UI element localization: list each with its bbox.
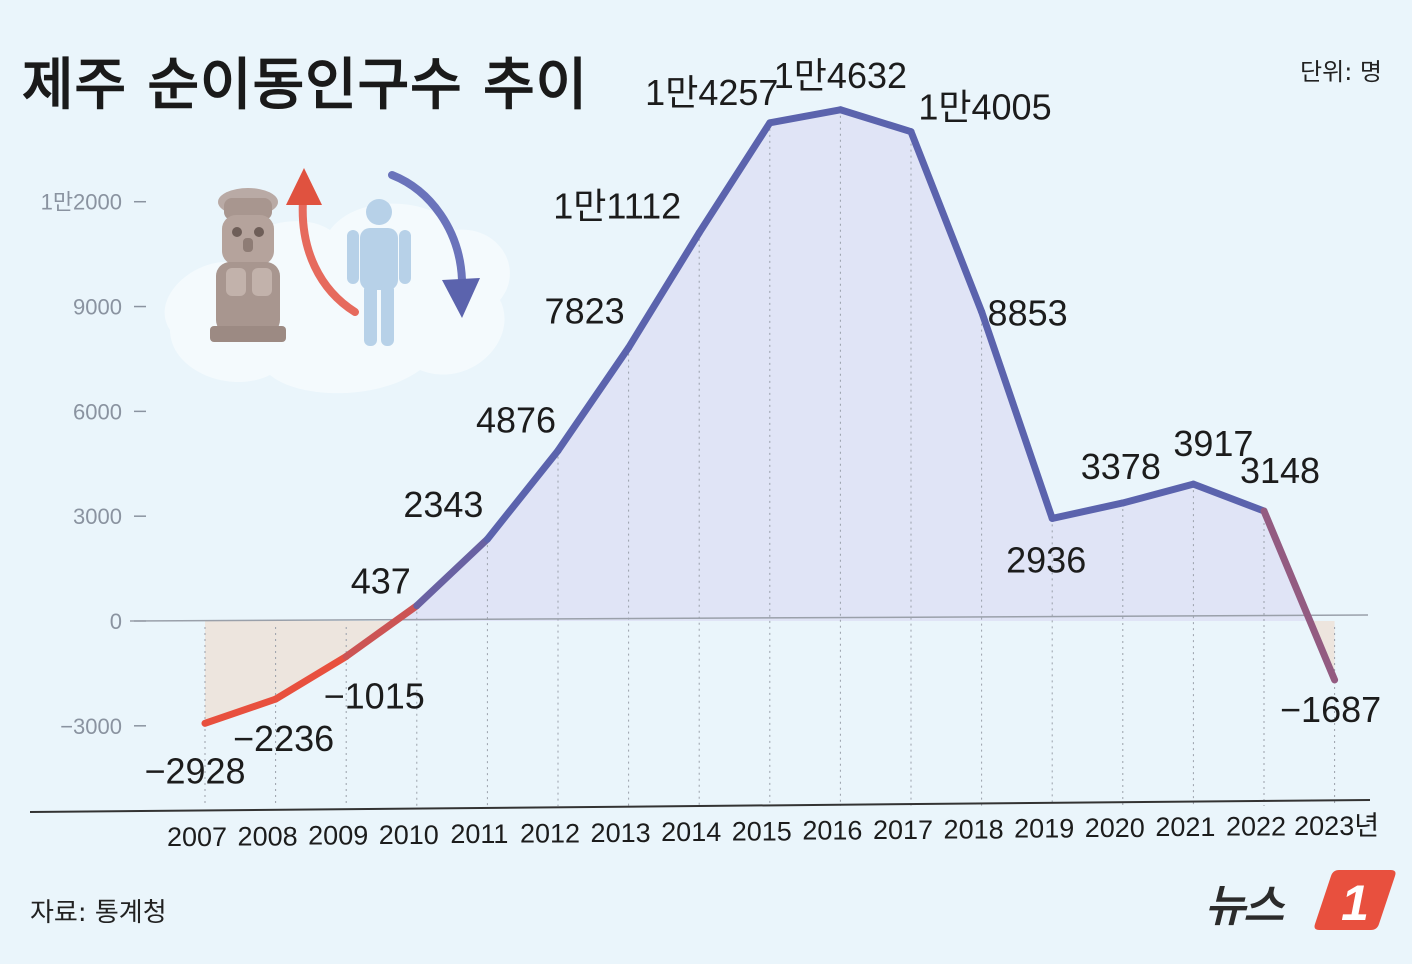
logo-mark-text: 1: [1341, 875, 1369, 931]
x-tick-label: 2015: [732, 816, 792, 846]
zero-line: [29, 614, 1371, 813]
series-segment: [1048, 499, 1127, 522]
series-segment: [1260, 507, 1339, 684]
y-tick-label: −3000: [60, 714, 122, 739]
source-label: 자료: 통계청: [30, 898, 167, 928]
x-tick-label: 2014: [661, 817, 721, 847]
illustration: [164, 168, 510, 394]
data-label: 1만4632: [774, 55, 907, 96]
x-tick-label: 2022: [1226, 812, 1286, 842]
x-tick-label: 2007: [167, 822, 227, 852]
x-tick-label: 2008: [238, 821, 298, 851]
data-label: 3917: [1173, 423, 1253, 464]
x-axis-labels: 2007 2008 2009 2010 2011 2012 2013 2014 2015 2016…: [167, 811, 1379, 852]
data-label: 7823: [545, 291, 625, 332]
series-segment: [201, 695, 280, 727]
dol-hareubang-icon: [210, 188, 286, 342]
series-segment: [342, 602, 421, 660]
y-tick-label: 6000: [73, 399, 122, 424]
data-label: 2936: [1006, 539, 1086, 580]
series-segment: [695, 119, 774, 237]
chart-title: 제주 순이동인구수 추이: [22, 53, 589, 118]
x-tick-label: 2017: [873, 815, 933, 845]
x-axis-line: [29, 799, 1371, 813]
x-tick-label: 2011: [450, 819, 508, 849]
data-label: 1만4005: [918, 87, 1051, 128]
series-segment: [413, 535, 491, 610]
data-label: 3378: [1081, 446, 1161, 487]
up-arrow-icon: [286, 168, 359, 316]
series-segment: [978, 308, 1056, 522]
logo-text: 뉴스: [1205, 881, 1284, 932]
series-segment: [907, 128, 986, 316]
data-label: 437: [351, 561, 411, 602]
x-tick-label: 2009: [308, 821, 368, 851]
data-label: 3148: [1240, 450, 1320, 491]
series-segment: [272, 652, 350, 703]
x-tick-label: 2020: [1085, 813, 1145, 843]
negative-area: [205, 621, 396, 724]
series-segment: [554, 344, 633, 455]
series-segment: [483, 447, 562, 543]
series-line: [201, 106, 1339, 727]
data-label: 1만1112: [553, 186, 681, 227]
news1-logo: 뉴스 1: [1205, 862, 1405, 942]
series-segment: [766, 106, 844, 127]
down-arrow-icon: [388, 171, 480, 318]
series-segment: [625, 229, 703, 352]
x-tick-label: 2010: [379, 820, 439, 850]
data-label: −2236: [233, 718, 334, 759]
x-tick-label: 2019: [1014, 814, 1074, 844]
data-labels: −2928−2236−1015 437 2343 4876 7823 1만1112 1만42…: [144, 55, 1381, 792]
y-tick-label: 9000: [73, 295, 122, 320]
x-tick-label: 2021: [1155, 812, 1215, 842]
logo-mark-icon: 1: [1314, 870, 1396, 931]
y-axis: −3000 0 3000 6000 9000 1만2000: [41, 190, 146, 739]
x-tick-label: 2016: [802, 816, 862, 846]
data-label: 4876: [476, 400, 556, 441]
unit-label: 단위: 명: [1300, 58, 1382, 86]
data-label: 8853: [988, 293, 1068, 334]
series-segment: [836, 106, 915, 136]
x-tick-label: 2013: [591, 818, 651, 848]
zero-axis-line: [129, 614, 1369, 622]
data-label: 1만4257: [645, 72, 778, 113]
y-tick-label: 1만2000: [41, 190, 122, 215]
y-tick-label: 3000: [73, 504, 122, 529]
person-icon: [347, 199, 411, 346]
series-segment: [1189, 480, 1268, 515]
x-tick-label: 2023년: [1294, 811, 1379, 841]
series-segment: [1119, 480, 1197, 507]
data-label: −1687: [1280, 689, 1381, 730]
data-label: 2343: [403, 484, 483, 525]
y-tick-label: 0: [110, 609, 122, 634]
positive-area: [395, 109, 1310, 621]
x-tick-label: 2018: [944, 814, 1004, 844]
x-tick-label: 2012: [520, 819, 580, 849]
vertical-gridlines: [204, 115, 1336, 806]
data-label: −1015: [324, 675, 425, 716]
data-label: −2928: [144, 750, 245, 791]
